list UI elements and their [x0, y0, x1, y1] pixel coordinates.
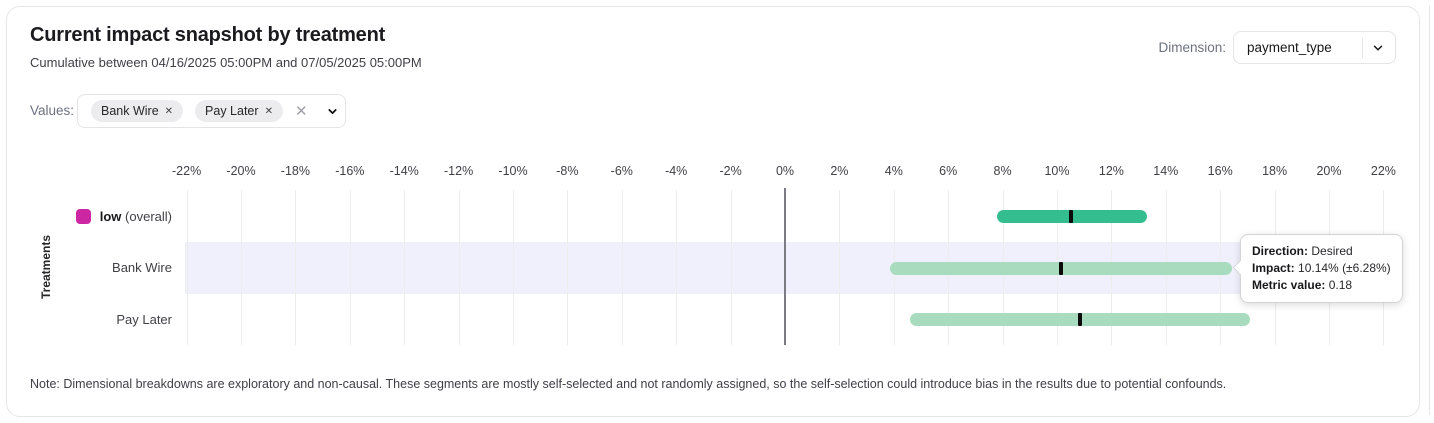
x-tick-label: 2% [830, 164, 849, 178]
clear-all-icon[interactable]: ✕ [294, 102, 308, 120]
chip-label: Bank Wire [101, 104, 159, 118]
x-tick-label: -6% [610, 164, 633, 178]
impact-point-marker [1078, 313, 1083, 326]
x-tick-label: 22% [1370, 164, 1396, 178]
impact-point-marker [1068, 210, 1073, 223]
x-tick-label: -18% [280, 164, 310, 178]
x-tick-label: -16% [335, 164, 365, 178]
x-tick-label: 4% [884, 164, 903, 178]
chevron-down-icon[interactable] [1371, 41, 1385, 55]
gridline [295, 190, 297, 345]
gridline [567, 190, 569, 345]
tooltip-metric-line: Metric value: 0.18 [1252, 277, 1391, 294]
x-tick-label: -4% [665, 164, 688, 178]
x-tick-label: -8% [556, 164, 579, 178]
x-tick-label: 20% [1316, 164, 1342, 178]
value-chip-pay-later[interactable]: Pay Later ✕ [195, 100, 283, 122]
gridline [839, 190, 841, 345]
tooltip-impact-value: 10.14% (±6.28%) [1298, 261, 1391, 275]
gridline [186, 190, 188, 345]
dimension-selected-value: payment_type [1247, 40, 1332, 55]
x-tick-label: 16% [1207, 164, 1233, 178]
chevron-down-icon[interactable] [326, 105, 339, 118]
zero-axis-line [784, 188, 786, 345]
x-tick-label: -14% [389, 164, 419, 178]
chip-remove-icon[interactable]: ✕ [264, 105, 273, 117]
tooltip: Direction: Desired Impact: 10.14% (±6.28… [1232, 234, 1403, 303]
gridline [458, 190, 460, 345]
tooltip-direction-value: Desired [1311, 244, 1353, 258]
legend-swatch [75, 208, 91, 224]
page-title: Current impact snapshot by treatment [30, 24, 386, 46]
x-tick-label: -2% [719, 164, 742, 178]
tooltip-impact-label: Impact: [1252, 261, 1295, 275]
gridline [676, 190, 678, 345]
chip-label: Pay Later [205, 104, 259, 118]
tooltip-metric-value: 0.18 [1328, 278, 1353, 292]
dimension-select[interactable]: payment_type [1233, 31, 1396, 64]
gridline [513, 190, 514, 345]
x-tick-label: 12% [1098, 164, 1124, 178]
x-tick-label: -12% [444, 164, 474, 178]
treatment-row-label: low (overall) [30, 208, 172, 226]
gridline [621, 190, 623, 345]
dimension-label: Dimension: [1158, 40, 1226, 55]
tooltip-direction-line: Direction: Desired [1252, 243, 1391, 260]
tooltip-impact-line: Impact: 10.14% (±6.28%) [1252, 260, 1391, 277]
gridline [404, 190, 406, 345]
values-label: Values: [30, 103, 75, 118]
x-tick-label: 10% [1044, 164, 1070, 178]
impact-point-marker [1058, 261, 1063, 275]
x-tick-label: 14% [1153, 164, 1179, 178]
date-range-subtitle: Cumulative between 04/16/2025 05:00PM an… [30, 55, 422, 70]
x-tick-label: -22% [172, 164, 202, 178]
gridline [730, 190, 732, 345]
treatment-row-label: Pay Later [116, 311, 172, 327]
footnote: Note: Dimensional breakdowns are explora… [30, 377, 1227, 391]
x-tick-label: 6% [939, 164, 958, 178]
x-tick-label: -20% [226, 164, 256, 178]
x-tick-label: 18% [1262, 164, 1288, 178]
chip-remove-icon[interactable]: ✕ [164, 105, 174, 117]
x-tick-label: 0% [775, 164, 795, 178]
gridline [349, 190, 351, 345]
tooltip-metric-label: Metric value: [1252, 278, 1326, 292]
adjacent-card-edge [1429, 6, 1434, 415]
x-tick-label: -10% [498, 164, 528, 178]
tooltip-direction-label: Direction: [1252, 244, 1309, 258]
x-tick-label: 8% [993, 164, 1012, 178]
divider [1362, 37, 1363, 58]
values-multiselect[interactable]: Bank Wire ✕ Pay Later ✕ ✕ [77, 94, 346, 128]
value-chip-bank-wire[interactable]: Bank Wire ✕ [91, 100, 184, 122]
treatment-row-label: Bank Wire [112, 260, 172, 275]
gridline [241, 190, 242, 345]
